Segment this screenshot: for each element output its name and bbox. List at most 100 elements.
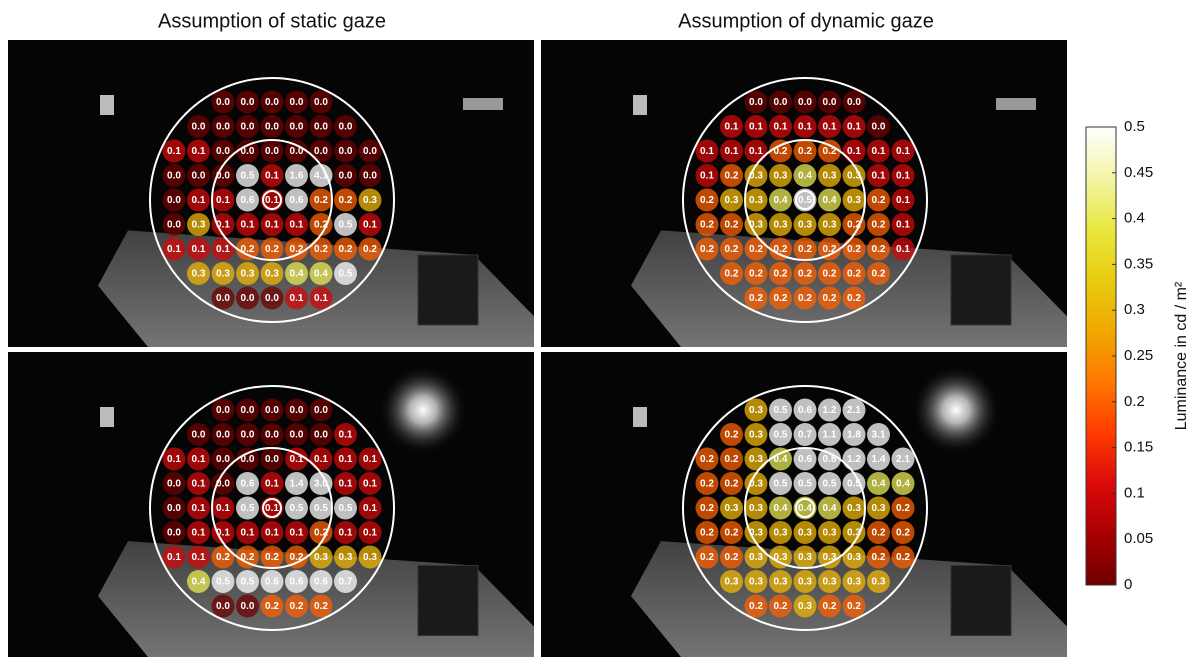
luminance-cell	[162, 472, 186, 495]
luminance-cell	[818, 570, 841, 593]
luminance-cell	[744, 594, 768, 618]
cell-label: 0.4	[872, 479, 886, 490]
luminance-cell	[187, 521, 210, 544]
cell-label: 0.2	[339, 195, 353, 206]
cell-label: 0.0	[872, 122, 886, 133]
cell-label: 0.3	[265, 269, 279, 280]
cell-label: 0.2	[314, 601, 328, 612]
colorbar-tick-label: 0.1	[1124, 484, 1145, 501]
cell-label: 0.0	[265, 146, 279, 157]
cell-label: 0.3	[725, 503, 739, 514]
cell-label: 0.1	[774, 122, 788, 133]
cell-label: 0.1	[290, 293, 304, 304]
luminance-cell	[818, 90, 841, 114]
cell-label: 0.4	[823, 503, 837, 514]
cell-label: 0.2	[749, 244, 763, 255]
cell-label: 0.2	[700, 220, 714, 231]
luminance-cell	[285, 472, 308, 495]
luminance-cell	[187, 472, 210, 495]
cell-label: 0.0	[216, 454, 230, 465]
cell-label: 0.2	[823, 146, 837, 157]
cell-label: 0.0	[314, 146, 328, 157]
cell-label: 0.3	[847, 552, 861, 563]
luminance-cell	[260, 423, 284, 446]
luminance-cell	[236, 139, 259, 163]
cell-label: 0.1	[896, 146, 910, 157]
cell-label: 0.2	[749, 293, 763, 304]
cell-label: 0.0	[290, 405, 304, 416]
luminance-cell	[818, 545, 841, 569]
cell-label: 0.3	[749, 528, 763, 539]
cell-label: 0.0	[192, 430, 206, 441]
cell-label: 0.2	[216, 552, 230, 563]
cell-label: 0.1	[216, 220, 230, 231]
cell-label: 0.1	[700, 171, 714, 182]
cell-label: 0.5	[774, 479, 788, 490]
luminance-cell	[211, 286, 235, 310]
luminance-cell	[769, 237, 792, 261]
cell-label: 0.2	[872, 552, 886, 563]
cell-label: 0.5	[241, 171, 255, 182]
colorbar-tick-label: 0.35	[1124, 255, 1153, 272]
cell-label: 0.1	[241, 220, 255, 231]
luminance-cell	[769, 164, 792, 187]
luminance-cell	[769, 262, 792, 285]
cell-label: 0.1	[725, 146, 739, 157]
luminance-cell	[720, 213, 743, 236]
cell-label: 0.2	[749, 269, 763, 280]
luminance-cell	[769, 398, 792, 422]
cell-label: 0.2	[700, 244, 714, 255]
cell-label: 1.2	[847, 454, 861, 465]
luminance-cell	[744, 262, 768, 285]
cell-label: 0.2	[798, 293, 812, 304]
inner-ring	[211, 447, 333, 569]
luminance-cell	[309, 90, 333, 114]
luminance-cell	[867, 262, 890, 285]
cell-label: 0.2	[290, 244, 304, 255]
cell-label: 0.6	[314, 577, 328, 588]
cell-label: 0.1	[896, 171, 910, 182]
cell-label: 0.1	[314, 293, 328, 304]
cell-label: 0.1	[192, 146, 206, 157]
luminance-cell	[818, 286, 841, 310]
colorbar-tick-label: 0.25	[1124, 347, 1153, 364]
cell-label: 0.6	[798, 454, 812, 465]
luminance-cell	[818, 423, 841, 446]
cell-label: 0.1	[241, 528, 255, 539]
luminance-cell	[695, 545, 719, 569]
cell-label: 0.0	[216, 405, 230, 416]
cell-label: 0.2	[847, 244, 861, 255]
luminance-cell	[358, 139, 382, 163]
cell-label: 0.4	[798, 503, 812, 514]
cell-label: 0.5	[290, 503, 304, 514]
luminance-cell	[695, 164, 719, 187]
cell-label: 0.5	[241, 503, 255, 514]
luminance-cell	[720, 570, 743, 593]
luminance-cell	[842, 521, 866, 544]
luminance-cell	[842, 398, 866, 422]
luminance-cell	[769, 423, 792, 446]
luminance-cell	[187, 188, 210, 212]
luminance-cell	[720, 423, 743, 446]
panel: 0.0 0.0 0.0 0.0 0.0 0.0 0.0 0.0 0.0 0.0 0.0 0.1 0.1 0…	[8, 352, 534, 657]
luminance-cell	[695, 472, 719, 495]
cell-label: 0.3	[774, 577, 788, 588]
cell-label: 3.0	[314, 479, 328, 490]
cell-label: 0.2	[241, 244, 255, 255]
luminance-cell	[793, 213, 817, 236]
luminance-cell	[309, 545, 333, 569]
luminance-cell	[309, 594, 333, 618]
luminance-cell	[720, 188, 743, 212]
cell-label: 0.1	[749, 146, 763, 157]
luminance-cell	[334, 570, 357, 593]
cell-label: 0.1	[339, 430, 353, 441]
luminance-cell	[236, 594, 259, 618]
luminance-cell	[334, 164, 357, 187]
luminance-cell	[818, 262, 841, 285]
luminance-cell	[309, 164, 333, 187]
luminance-cell	[818, 237, 841, 261]
luminance-cell	[309, 472, 333, 495]
cell-label: 0.5	[216, 577, 230, 588]
luminance-cell	[236, 115, 259, 138]
cell-label: 0.2	[314, 195, 328, 206]
